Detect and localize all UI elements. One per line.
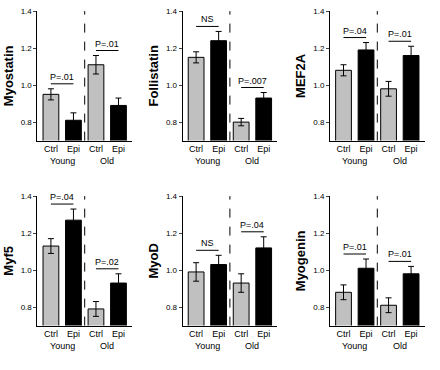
svg-text:Old: Old — [245, 156, 259, 166]
svg-text:1.4: 1.4 — [313, 192, 325, 201]
svg-text:P=.04: P=.04 — [50, 192, 74, 202]
svg-text:0.8: 0.8 — [21, 118, 33, 127]
svg-text:1.0: 1.0 — [313, 266, 325, 275]
svg-text:Young: Young — [195, 341, 220, 351]
svg-text:Epi: Epi — [67, 329, 80, 339]
svg-text:Ctrl: Ctrl — [337, 144, 351, 154]
svg-text:Epi: Epi — [257, 329, 270, 339]
svg-text:1.4: 1.4 — [166, 192, 178, 201]
svg-text:Epi: Epi — [360, 329, 373, 339]
svg-text:1.2: 1.2 — [21, 229, 33, 238]
svg-text:Old: Old — [100, 341, 114, 351]
svg-text:0.8: 0.8 — [166, 118, 178, 127]
svg-text:Epi: Epi — [405, 329, 418, 339]
svg-text:P=.04: P=.04 — [343, 26, 367, 36]
svg-text:1.0: 1.0 — [21, 81, 33, 90]
svg-text:Old: Old — [393, 341, 407, 351]
svg-text:Ctrl: Ctrl — [234, 144, 248, 154]
svg-text:Ctrl: Ctrl — [382, 144, 396, 154]
svg-text:1.4: 1.4 — [21, 7, 33, 16]
svg-text:Epi: Epi — [112, 144, 125, 154]
svg-text:Epi: Epi — [405, 144, 418, 154]
svg-text:Ctrl: Ctrl — [234, 329, 248, 339]
svg-text:1.2: 1.2 — [313, 229, 325, 238]
svg-text:Ctrl: Ctrl — [44, 329, 58, 339]
svg-text:1.0: 1.0 — [166, 266, 178, 275]
svg-text:Ctrl: Ctrl — [337, 329, 351, 339]
svg-text:Old: Old — [100, 156, 114, 166]
svg-text:Ctrl: Ctrl — [89, 329, 103, 339]
svg-text:P=.01: P=.01 — [343, 242, 367, 252]
svg-text:P=.01: P=.01 — [50, 72, 74, 82]
svg-text:Old: Old — [393, 156, 407, 166]
svg-text:Epi: Epi — [212, 329, 225, 339]
svg-text:Epi: Epi — [112, 329, 125, 339]
svg-text:Ctrl: Ctrl — [89, 144, 103, 154]
svg-text:Epi: Epi — [67, 144, 80, 154]
svg-text:1.4: 1.4 — [166, 7, 178, 16]
svg-text:Myogenin: Myogenin — [293, 230, 308, 291]
svg-text:Follistatin: Follistatin — [146, 45, 161, 106]
svg-text:P=.01: P=.01 — [388, 249, 412, 259]
svg-text:P=.04: P=.04 — [240, 220, 264, 230]
svg-text:1.0: 1.0 — [21, 266, 33, 275]
svg-text:1.4: 1.4 — [313, 7, 325, 16]
svg-text:1.2: 1.2 — [166, 44, 178, 53]
svg-text:Young: Young — [195, 156, 220, 166]
svg-text:Myf5: Myf5 — [1, 246, 16, 276]
svg-text:Ctrl: Ctrl — [382, 329, 396, 339]
svg-text:P=.02: P=.02 — [95, 257, 119, 267]
svg-text:1.2: 1.2 — [21, 44, 33, 53]
svg-text:1.0: 1.0 — [313, 81, 325, 90]
svg-text:Young: Young — [50, 156, 75, 166]
svg-text:0.8: 0.8 — [21, 303, 33, 312]
svg-text:Epi: Epi — [257, 144, 270, 154]
svg-text:1.2: 1.2 — [313, 44, 325, 53]
svg-text:1.0: 1.0 — [166, 81, 178, 90]
svg-text:MEF2A: MEF2A — [293, 53, 308, 98]
svg-text:Ctrl: Ctrl — [189, 329, 203, 339]
svg-text:P=.01: P=.01 — [95, 39, 119, 49]
svg-text:1.2: 1.2 — [166, 229, 178, 238]
svg-text:Young: Young — [50, 341, 75, 351]
svg-text:Epi: Epi — [360, 144, 373, 154]
svg-text:0.8: 0.8 — [166, 303, 178, 312]
svg-text:MyoD: MyoD — [146, 243, 161, 278]
svg-text:Epi: Epi — [212, 144, 225, 154]
svg-text:Ctrl: Ctrl — [44, 144, 58, 154]
svg-text:Young: Young — [342, 156, 367, 166]
svg-text:P=.007: P=.007 — [238, 76, 267, 86]
svg-text:1.4: 1.4 — [21, 192, 33, 201]
svg-text:0.8: 0.8 — [313, 303, 325, 312]
svg-text:Myostatin: Myostatin — [1, 45, 16, 106]
svg-text:Young: Young — [342, 341, 367, 351]
svg-text:Old: Old — [245, 341, 259, 351]
svg-text:P=.01: P=.01 — [388, 29, 412, 39]
svg-text:NS: NS — [201, 238, 214, 248]
svg-text:Ctrl: Ctrl — [189, 144, 203, 154]
svg-text:NS: NS — [201, 14, 214, 24]
svg-text:0.8: 0.8 — [313, 118, 325, 127]
